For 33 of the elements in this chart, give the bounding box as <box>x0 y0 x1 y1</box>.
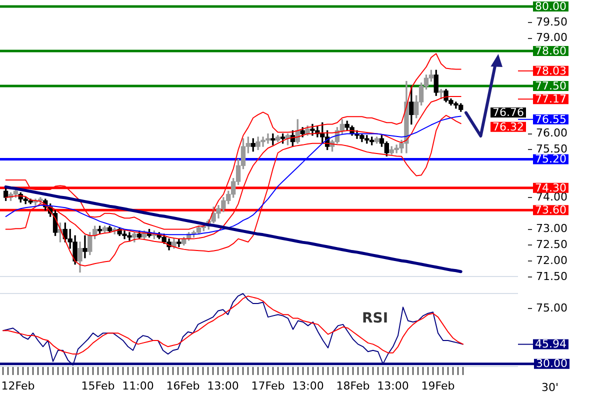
text: 76.76 <box>492 106 524 119</box>
y-tick-label: 72.50 <box>536 238 568 252</box>
ref-line-label: 75.20 <box>534 152 566 166</box>
x-tick-label: 13:00 <box>292 379 324 392</box>
x-tick-label: 18Feb <box>336 379 370 392</box>
text: 45.94 <box>534 338 566 351</box>
candlestick <box>82 235 88 258</box>
x-tick-label: 17Feb <box>251 379 285 392</box>
y-tick-label: 73.00 <box>536 222 568 236</box>
annotation: RSI <box>362 310 388 327</box>
text: 76.32 <box>492 120 524 134</box>
x-tick-label: 13:00 <box>377 379 409 392</box>
y-tick-label: 30.00 <box>536 356 568 370</box>
ref-line-label: 80.00 <box>534 0 566 13</box>
x-tick-label: 15Feb <box>81 379 115 392</box>
text: 76.55 <box>534 112 566 126</box>
y-tick-label: 75.00 <box>536 301 568 314</box>
x-tick-label: 12Feb <box>1 379 35 392</box>
x-axis-title: 30' <box>541 380 559 394</box>
x-tick-label: 13:00 <box>207 379 239 392</box>
x-tick-label: 19Feb <box>421 379 455 392</box>
y-tick-label: 72.00 <box>536 254 568 267</box>
text: 77.17 <box>534 92 566 106</box>
y-tick-label: 76.00 <box>536 126 568 140</box>
ref-line-label: 78.60 <box>534 44 566 58</box>
y-tick-label: 79.50 <box>536 15 568 28</box>
ref-line-label: 73.60 <box>534 204 566 217</box>
ref-line-label: 77.50 <box>534 79 566 92</box>
y-tick-label: 71.50 <box>536 270 568 283</box>
text: 78.03 <box>534 64 566 78</box>
y-tick-label: 79.00 <box>536 31 568 44</box>
x-tick-label: 16Feb <box>166 379 200 392</box>
x-tick-label: 11:00 <box>122 379 154 392</box>
